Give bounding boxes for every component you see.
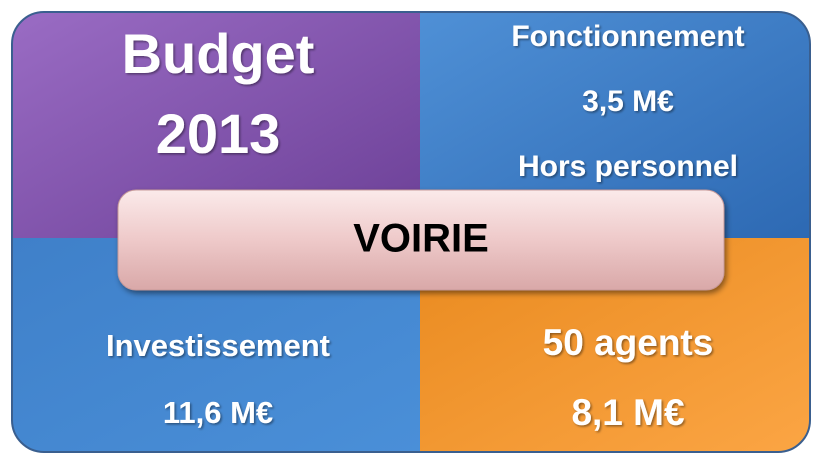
quadrant-text: Investissement: [106, 328, 330, 363]
quadrant-text: 50 agents: [543, 322, 714, 363]
center-label: VOIRIE: [353, 217, 489, 261]
quadrant-text: 11,6 M€: [163, 395, 273, 430]
frame: [11, 11, 811, 453]
title-line: Budget: [122, 22, 315, 85]
title-line: 2013: [156, 102, 281, 165]
quadrant-text: Hors personnel: [518, 150, 738, 183]
quadrant-text: Fonctionnement: [511, 20, 744, 53]
center-pill: [117, 189, 725, 291]
quadrant-text: 8,1 M€: [571, 392, 684, 433]
quadrant-text: 3,5 M€: [582, 85, 674, 118]
